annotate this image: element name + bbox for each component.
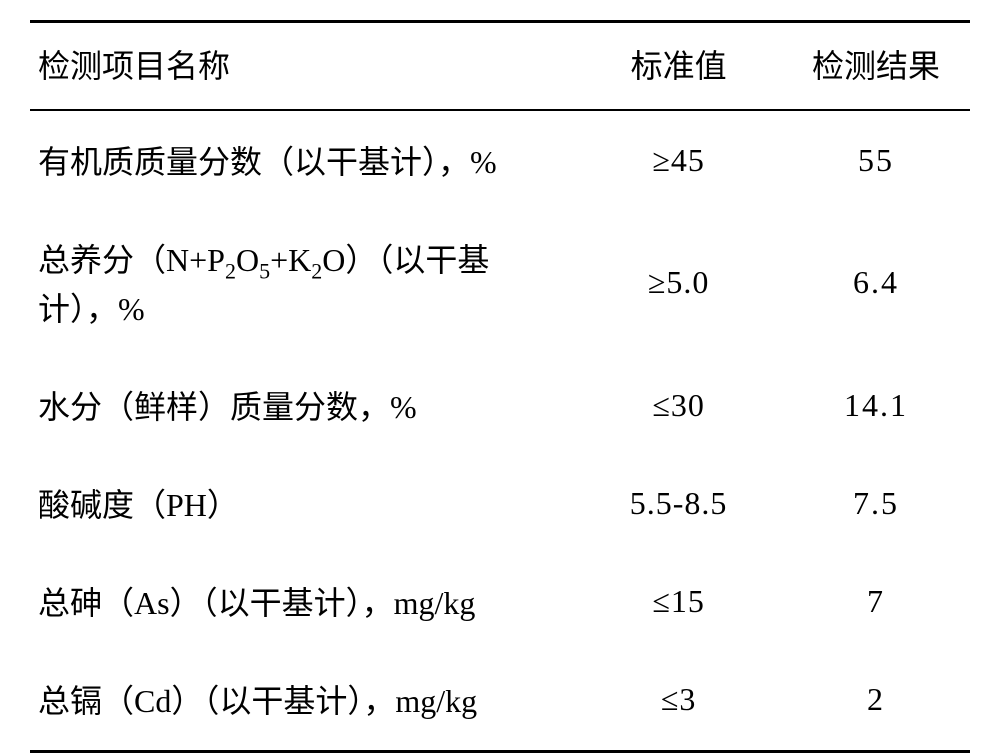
cell-name: 总砷（As）（以干基计），mg/kg — [30, 552, 575, 650]
cell-name: 酸碱度（PH） — [30, 454, 575, 552]
col-header-standard: 标准值 — [575, 22, 782, 111]
cell-result: 14.1 — [782, 356, 970, 454]
cell-standard: ≥45 — [575, 110, 782, 209]
table-row: 酸碱度（PH） 5.5-8.5 7.5 — [30, 454, 970, 552]
cell-name: 有机质质量分数（以干基计），% — [30, 110, 575, 209]
cell-standard: ≤15 — [575, 552, 782, 650]
cell-result: 7.5 — [782, 454, 970, 552]
table-row: 水分（鲜样）质量分数，% ≤30 14.1 — [30, 356, 970, 454]
table-row: 有机质质量分数（以干基计），% ≥45 55 — [30, 110, 970, 209]
cell-name: 总镉（Cd）（以干基计），mg/kg — [30, 650, 575, 752]
cell-result: 55 — [782, 110, 970, 209]
cell-name: 总养分（N+P2O5+K2O）（以干基计），% — [30, 209, 575, 356]
cell-standard: ≤3 — [575, 650, 782, 752]
cell-name: 水分（鲜样）质量分数，% — [30, 356, 575, 454]
table-row: 总镉（Cd）（以干基计），mg/kg ≤3 2 — [30, 650, 970, 752]
cell-standard: ≤30 — [575, 356, 782, 454]
spec-table: 检测项目名称 标准值 检测结果 有机质质量分数（以干基计），% ≥45 55 总… — [30, 20, 970, 753]
table-row: 总砷（As）（以干基计），mg/kg ≤15 7 — [30, 552, 970, 650]
cell-result: 2 — [782, 650, 970, 752]
col-header-result: 检测结果 — [782, 22, 970, 111]
table-header-row: 检测项目名称 标准值 检测结果 — [30, 22, 970, 111]
cell-standard: ≥5.0 — [575, 209, 782, 356]
cell-standard: 5.5-8.5 — [575, 454, 782, 552]
col-header-name: 检测项目名称 — [30, 22, 575, 111]
table-row: 总养分（N+P2O5+K2O）（以干基计），% ≥5.0 6.4 — [30, 209, 970, 356]
cell-result: 7 — [782, 552, 970, 650]
cell-result: 6.4 — [782, 209, 970, 356]
